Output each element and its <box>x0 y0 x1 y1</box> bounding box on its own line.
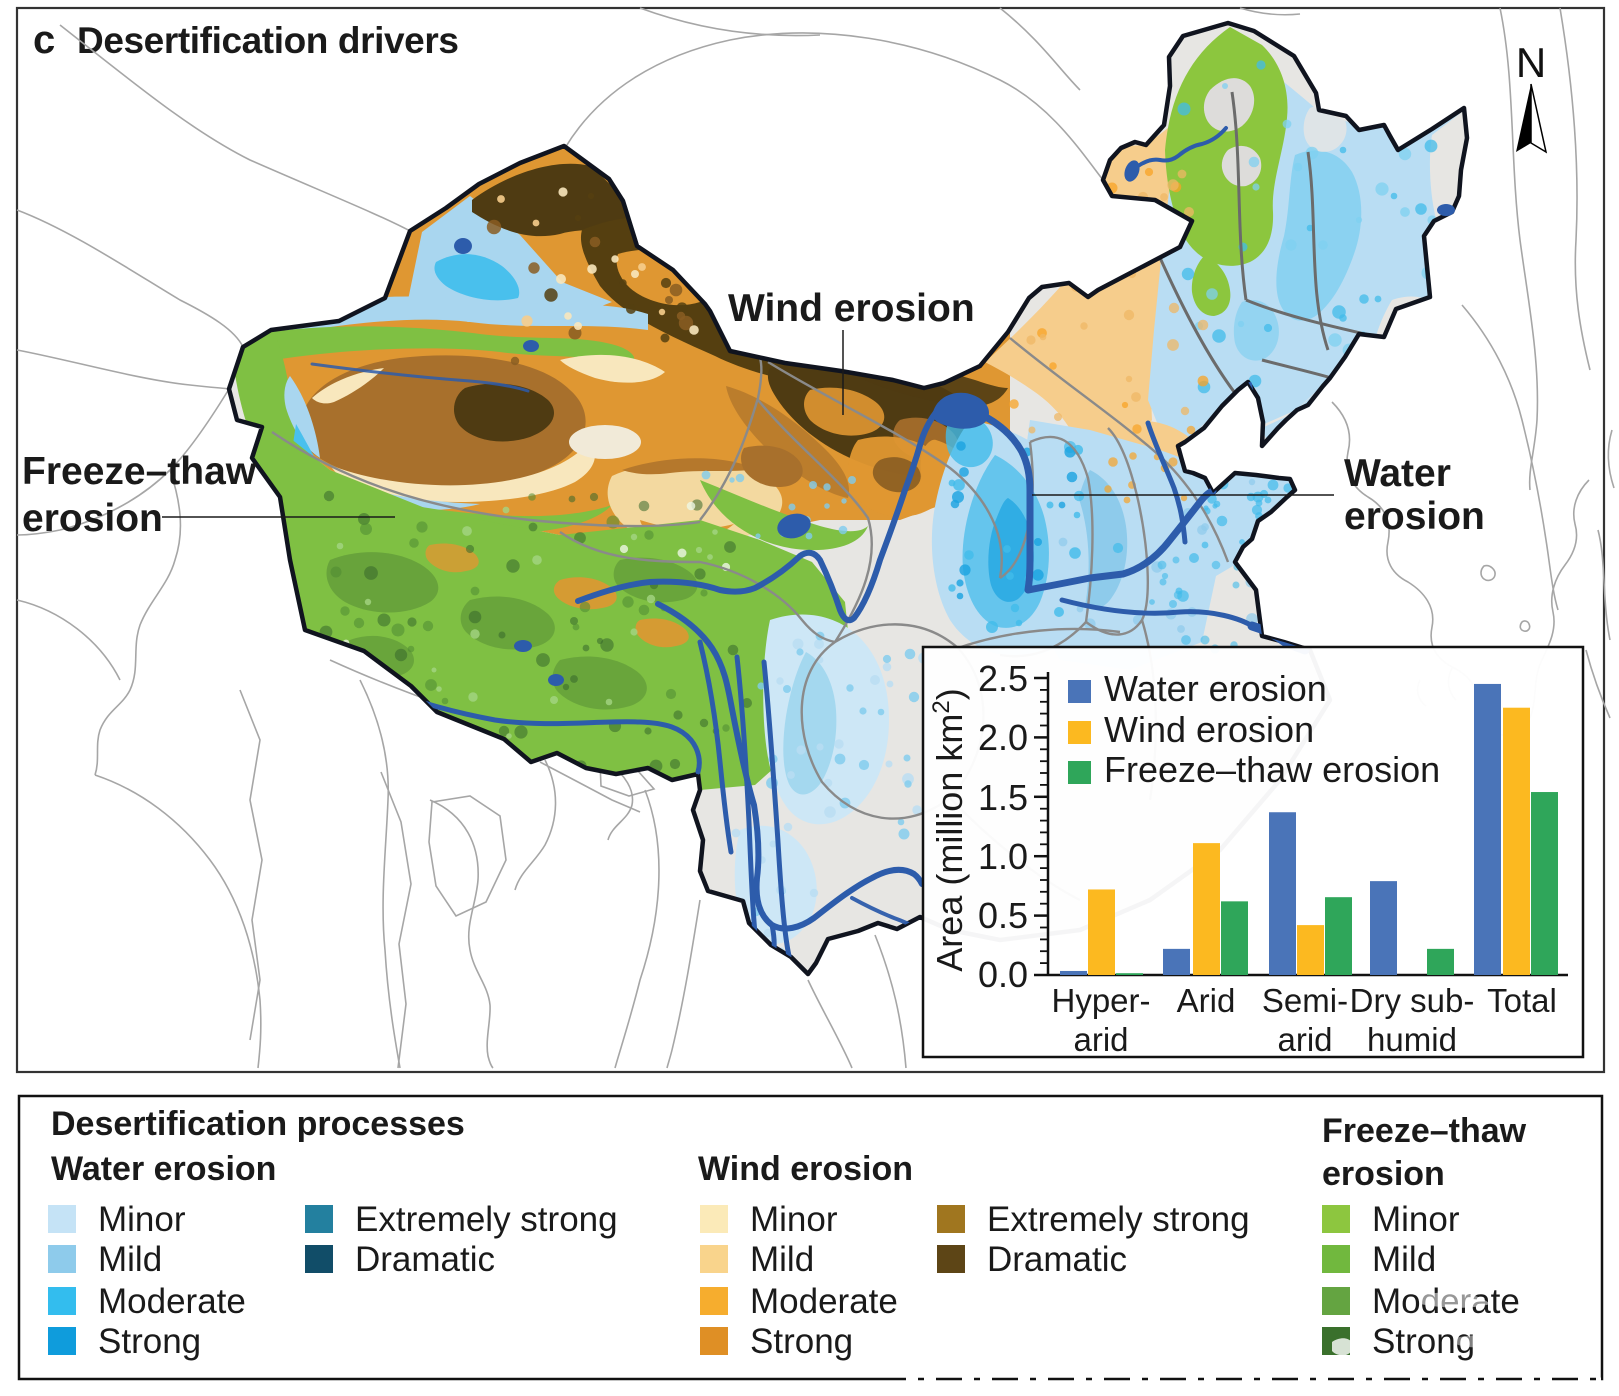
svg-text:erosion: erosion <box>1344 495 1485 538</box>
svg-text:erosion: erosion <box>22 497 163 540</box>
svg-text:Freeze–thaw erosion: Freeze–thaw erosion <box>1104 749 1440 790</box>
svg-text:Extremely strong: Extremely strong <box>355 1200 618 1239</box>
svg-text:arid: arid <box>1277 1021 1332 1058</box>
svg-text:Minor: Minor <box>750 1200 838 1239</box>
svg-text:Wind erosion: Wind erosion <box>698 1150 913 1188</box>
svg-text:Desertification processes: Desertification processes <box>51 1105 465 1143</box>
svg-text:c: c <box>33 18 55 62</box>
svg-text:Water: Water <box>1344 452 1451 495</box>
svg-text:Strong: Strong <box>750 1322 853 1361</box>
svg-text:Arid: Arid <box>1177 982 1236 1019</box>
svg-text:Mild: Mild <box>750 1240 814 1279</box>
svg-text:Freeze–thaw: Freeze–thaw <box>22 450 257 493</box>
svg-text:Mild: Mild <box>1372 1240 1436 1279</box>
svg-text:Moderate: Moderate <box>750 1282 898 1321</box>
svg-text:Dramatic: Dramatic <box>355 1240 495 1279</box>
svg-text:Wind erosion: Wind erosion <box>728 287 975 330</box>
svg-text:1.0: 1.0 <box>978 836 1028 877</box>
svg-text:humid: humid <box>1367 1021 1457 1058</box>
svg-text:Dramatic: Dramatic <box>987 1240 1127 1279</box>
svg-text:Moderate: Moderate <box>98 1282 246 1321</box>
svg-text:Desertification drivers: Desertification drivers <box>77 20 459 61</box>
svg-text:Water erosion: Water erosion <box>1104 668 1327 709</box>
svg-text:Area (million km2): Area (million km2) <box>928 688 971 971</box>
svg-text:Minor: Minor <box>1372 1200 1460 1239</box>
svg-text:Freeze–thaw: Freeze–thaw <box>1322 1112 1527 1150</box>
svg-text:1.5: 1.5 <box>978 777 1028 818</box>
svg-text:Extremely strong: Extremely strong <box>987 1200 1250 1239</box>
svg-text:N: N <box>1516 39 1546 86</box>
svg-text:erosion: erosion <box>1322 1155 1445 1193</box>
svg-text:Hyper-: Hyper- <box>1051 982 1150 1019</box>
svg-text:arid: arid <box>1073 1021 1128 1058</box>
svg-text:2.0: 2.0 <box>978 717 1028 758</box>
svg-text:2.5: 2.5 <box>978 658 1028 699</box>
svg-text:Strong: Strong <box>1372 1322 1475 1361</box>
svg-text:0.5: 0.5 <box>978 895 1028 936</box>
svg-text:Wind erosion: Wind erosion <box>1104 709 1314 750</box>
svg-text:Dry sub-: Dry sub- <box>1350 982 1475 1019</box>
svg-text:Semi-: Semi- <box>1262 982 1348 1019</box>
svg-text:Total: Total <box>1487 982 1557 1019</box>
svg-text:Minor: Minor <box>98 1200 186 1239</box>
svg-text:0.0: 0.0 <box>978 954 1028 995</box>
svg-text:Water erosion: Water erosion <box>51 1150 276 1188</box>
svg-text:Strong: Strong <box>98 1322 201 1361</box>
svg-text:Mild: Mild <box>98 1240 162 1279</box>
